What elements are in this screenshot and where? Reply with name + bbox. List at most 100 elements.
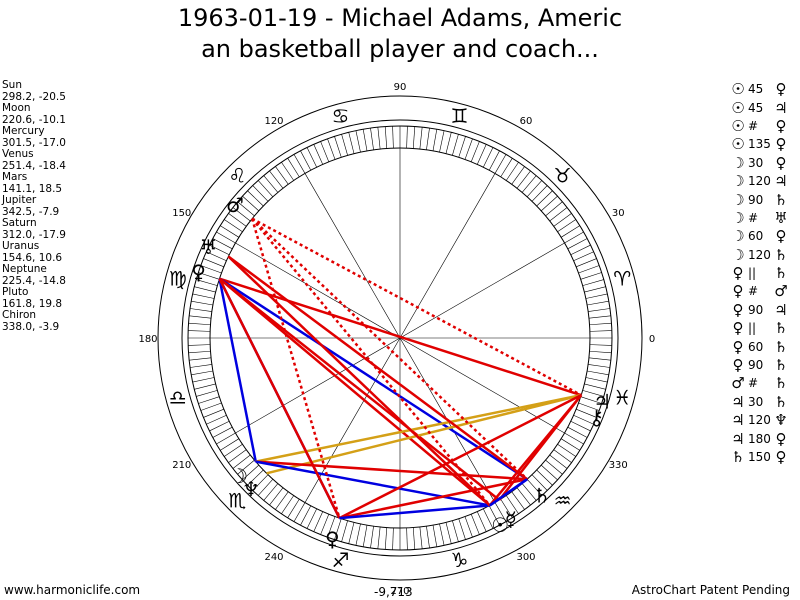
degree-tick xyxy=(200,402,222,411)
degree-tick xyxy=(500,158,513,178)
aspect-row: ♂ # ♄ xyxy=(728,374,790,392)
zodiac-sign-icon: ♋ xyxy=(332,104,350,128)
degree-tick xyxy=(536,469,553,486)
degree-tick xyxy=(247,190,264,207)
degree-label: 90 xyxy=(394,82,407,93)
degree-tick xyxy=(392,527,394,550)
planet-moon-icon: ☽ xyxy=(230,464,248,488)
planet-mars-icon: ♂ xyxy=(226,193,244,217)
zodiac-inner-ring xyxy=(181,119,619,557)
degree-tick xyxy=(287,158,300,178)
degree-tick xyxy=(216,231,236,244)
zodiac-sign-icon: ♊ xyxy=(451,104,469,128)
aspect-planet-2-icon: ♄ xyxy=(774,264,788,283)
degree-tick xyxy=(458,136,466,158)
aspect-planet-2-icon: ♀ xyxy=(775,116,787,135)
degree-tick xyxy=(327,138,336,160)
degree-tick xyxy=(477,511,487,532)
degree-tick xyxy=(293,154,306,174)
degree-tick xyxy=(188,322,211,326)
zodiac-sign-icon: ♈ xyxy=(613,266,631,290)
degree-tick xyxy=(188,330,211,332)
aspect-planet-1-icon: ♃ xyxy=(731,429,745,448)
degree-tick xyxy=(545,201,563,217)
degree-tick xyxy=(470,514,480,535)
zodiac-sign-icon: ♒ xyxy=(554,489,572,513)
degree-tick xyxy=(355,523,361,546)
aspect-row: ♀ || ♄ xyxy=(728,319,790,337)
degree-tick xyxy=(224,443,243,457)
degree-tick xyxy=(287,498,300,518)
sign-spoke xyxy=(399,242,565,339)
degree-tick xyxy=(190,364,212,368)
degree-tick xyxy=(511,491,525,510)
degree-tick xyxy=(220,438,240,451)
degree-tick xyxy=(188,344,211,346)
degree-tick xyxy=(587,300,609,306)
degree-tick xyxy=(464,516,473,538)
degree-tick xyxy=(588,308,610,312)
degree-tick xyxy=(200,265,222,274)
planet-name-moon: Moon xyxy=(2,102,31,114)
degree-tick xyxy=(589,350,612,354)
aspect-line xyxy=(339,477,528,520)
footer-patent: AstroChart Patent Pending xyxy=(631,583,790,597)
aspect-planet-1-icon: ♀ xyxy=(732,264,744,283)
degree-tick xyxy=(232,454,251,469)
aspect-value: || xyxy=(748,266,757,281)
aspect-line xyxy=(227,255,491,507)
degree-label: 180 xyxy=(138,334,157,345)
aspect-list: ☉ 45 ♀ ☉ 45 ♃ ☉ # ♀ ☉ 135 ♀ ☽ 30 ♀ ☽ 120 ♃ ☽ 90 ♄ ☽ # ♅ ☽ 60 ♀ ☽ 120… xyxy=(728,80,790,466)
aspect-line xyxy=(219,277,582,397)
aspect-row: ☽ 30 ♀ xyxy=(728,154,790,172)
aspect-value: 30 xyxy=(748,155,764,170)
aspect-planet-1-icon: ☽ xyxy=(731,208,745,227)
planet-name-venus: Venus xyxy=(2,148,34,160)
degree-tick xyxy=(540,195,558,212)
degree-tick xyxy=(573,251,594,261)
degree-tick xyxy=(516,487,531,506)
degree-tick xyxy=(521,483,537,501)
degree-tick xyxy=(553,213,572,227)
aspect-line xyxy=(218,277,491,507)
degree-tick xyxy=(470,141,480,162)
aspect-planet-2-icon: ♀ xyxy=(775,227,787,246)
planet-coords-mars: 141.1, 18.5 xyxy=(2,182,63,195)
degree-tick xyxy=(306,147,317,168)
aspect-planet-2-icon: ♂ xyxy=(774,282,788,301)
aspect-line xyxy=(489,478,528,507)
degree-tick xyxy=(334,518,342,540)
planet-name-chiron: Chiron xyxy=(2,309,37,321)
degree-tick xyxy=(384,527,388,550)
degree-tick xyxy=(540,464,558,481)
degree-tick xyxy=(198,396,220,404)
degree-tick xyxy=(439,523,445,546)
planet-name-sun: Sun xyxy=(2,79,22,91)
aspect-planet-1-icon: ☽ xyxy=(731,245,745,264)
degree-tick xyxy=(220,225,240,238)
aspect-planet-2-icon: ♀ xyxy=(775,429,787,448)
degree-tick xyxy=(194,286,216,293)
planet-neptune-icon: ♆ xyxy=(242,477,260,501)
degree-tick xyxy=(526,478,543,496)
aspect-planet-1-icon: ♃ xyxy=(731,411,745,430)
aspect-value: 90 xyxy=(748,302,764,317)
planet-coords-mercury: 301.5, -17.0 xyxy=(2,136,66,149)
aspect-planet-1-icon: ♀ xyxy=(732,337,744,356)
planet-coords-uranus: 154.6, 10.6 xyxy=(2,251,63,264)
aspect-planet-1-icon: ☽ xyxy=(731,153,745,172)
aspect-line xyxy=(227,255,528,481)
degree-tick xyxy=(412,527,416,550)
degree-tick xyxy=(190,308,212,312)
degree-tick xyxy=(505,495,519,514)
aspect-row: ☉ 135 ♀ xyxy=(728,135,790,153)
degree-tick xyxy=(228,449,247,463)
degree-tick xyxy=(237,459,255,475)
planet-coords-pluto: 161.8, 19.8 xyxy=(2,297,63,310)
aspect-line xyxy=(266,393,582,475)
aspect-planet-2-icon: ♃ xyxy=(774,300,788,319)
planet-saturn-icon: ♄ xyxy=(533,484,551,508)
planet-sun-icon: ☉ xyxy=(491,513,509,537)
zodiac-sign-icon: ♌ xyxy=(228,163,246,187)
degree-tick xyxy=(477,144,487,165)
